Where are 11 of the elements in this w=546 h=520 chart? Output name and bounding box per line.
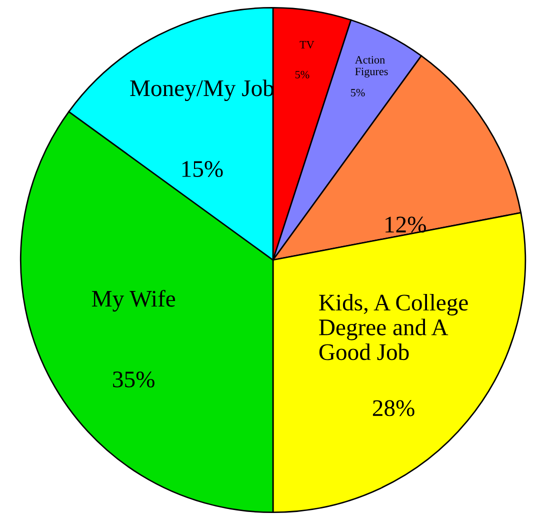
slice-label: Action Figures (354, 56, 388, 78)
slice-label: Money/My Job (130, 80, 274, 102)
slice-label: My Wife (92, 290, 176, 312)
data-label: 5% (295, 70, 310, 78)
data-label: 28% (372, 400, 414, 416)
data-label: 15% (182, 161, 223, 178)
data-label: 35% (113, 371, 154, 388)
slice-label: TV (300, 41, 314, 48)
data-label: 5% (351, 88, 365, 96)
slice-label: Kids, A College Degree and A Good Job (319, 294, 468, 360)
data-label: 12% (386, 216, 426, 233)
